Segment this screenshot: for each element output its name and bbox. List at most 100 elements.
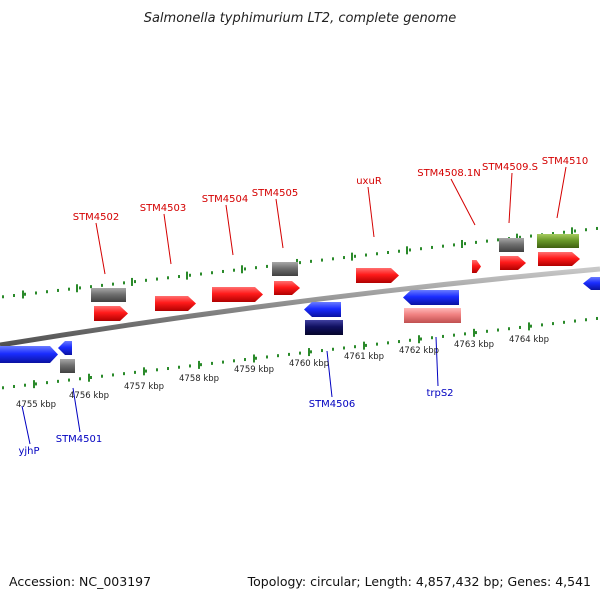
gene-stm4506-blue[interactable] — [304, 302, 341, 317]
minor-tick — [79, 286, 81, 290]
genome-backbone — [0, 266, 600, 348]
gene-stm4508-1n[interactable] — [472, 260, 481, 273]
minor-tick — [442, 334, 444, 338]
minor-tick — [398, 249, 400, 253]
leader-yjhp — [21, 405, 31, 445]
major-tick — [76, 284, 78, 293]
minor-tick — [486, 329, 488, 333]
gene-label-stm4509-s[interactable]: STM4509.S — [482, 162, 538, 173]
minor-tick — [574, 319, 576, 323]
minor-tick — [497, 328, 499, 332]
gene-label-stm4508-1n[interactable]: STM4508.1N — [417, 168, 481, 179]
minor-tick — [508, 327, 510, 331]
gene-stm4501-blue[interactable] — [58, 341, 72, 355]
gene-trps2-pink[interactable] — [404, 308, 461, 323]
minor-tick — [596, 316, 598, 320]
scale-label: 4757 kbp — [124, 382, 164, 392]
minor-tick — [519, 235, 521, 239]
major-tick — [22, 290, 24, 299]
minor-tick — [365, 253, 367, 257]
minor-tick — [464, 332, 466, 336]
major-tick — [33, 380, 35, 389]
gene-trps2-blue[interactable] — [403, 290, 459, 305]
minor-tick — [24, 383, 26, 387]
minor-tick — [2, 386, 4, 390]
gene-stm4502[interactable] — [94, 306, 128, 321]
minor-tick — [46, 381, 48, 385]
major-tick — [516, 233, 518, 242]
gene-stm4510[interactable] — [538, 252, 580, 266]
minor-tick — [409, 248, 411, 252]
minor-tick — [332, 347, 334, 351]
minor-tick — [266, 355, 268, 359]
minor-tick — [596, 226, 598, 230]
gene-label-stm4506[interactable]: STM4506 — [309, 399, 356, 410]
gene-yjhp[interactable] — [0, 346, 58, 363]
gene-stm4502-gray[interactable] — [91, 288, 126, 302]
minor-tick — [354, 254, 356, 258]
major-tick — [143, 367, 145, 376]
minor-tick — [79, 377, 81, 381]
gene-stm4503[interactable] — [155, 296, 196, 311]
scale-labels: 4755 kbp 4756 kbp 4757 kbp 4758 kbp 4759… — [16, 335, 549, 410]
minor-tick — [189, 273, 191, 277]
gene-stm4501-gray[interactable] — [60, 359, 75, 373]
major-tick — [351, 252, 353, 261]
major-tick — [241, 265, 243, 274]
minor-tick — [255, 266, 257, 270]
minor-tick — [431, 245, 433, 249]
gene-label-trps2[interactable]: trpS2 — [426, 388, 453, 399]
gene-edge-blue[interactable] — [583, 277, 600, 290]
leader-stm4503 — [163, 213, 172, 265]
scale-label: 4763 kbp — [454, 340, 494, 350]
minor-tick — [211, 271, 213, 275]
gene-label-stm4501[interactable]: STM4501 — [56, 434, 103, 445]
minor-tick — [189, 364, 191, 368]
minor-tick — [101, 283, 103, 287]
gene-stm4504[interactable] — [212, 287, 263, 302]
minor-tick — [101, 374, 103, 378]
gene-stm4509-gray[interactable] — [499, 238, 524, 252]
gene-label-stm4502[interactable]: STM4502 — [73, 212, 120, 223]
minor-tick — [200, 272, 202, 276]
minor-tick — [343, 256, 345, 260]
gene-label-stm4505[interactable]: STM4505 — [252, 188, 299, 199]
major-tick — [571, 227, 573, 236]
gene-label-uxur[interactable]: uxuR — [356, 176, 382, 187]
major-tick — [253, 354, 255, 363]
gene-label-stm4503[interactable]: STM4503 — [140, 203, 187, 214]
scale-label: 4761 kbp — [344, 352, 384, 362]
minor-tick — [167, 367, 169, 371]
minor-tick — [156, 368, 158, 372]
gene-stm4505-gray[interactable] — [272, 262, 298, 276]
gene-stm4506-navy[interactable] — [305, 320, 343, 335]
gene-stm4505[interactable] — [274, 281, 300, 295]
minor-tick — [255, 356, 257, 360]
minor-tick — [233, 359, 235, 363]
minor-tick — [574, 229, 576, 233]
minor-tick — [123, 372, 125, 376]
gene-label-stm4504[interactable]: STM4504 — [202, 194, 249, 205]
major-tick — [198, 360, 200, 369]
minor-tick — [145, 369, 147, 373]
gene-label-yjhp[interactable]: yjhP — [18, 446, 39, 457]
minor-tick — [90, 376, 92, 379]
minor-tick — [398, 340, 400, 344]
minor-tick — [57, 379, 59, 383]
minor-tick — [376, 342, 378, 346]
major-tick — [131, 277, 133, 286]
minor-tick — [387, 250, 389, 254]
gene-label-stm4510[interactable]: STM4510 — [542, 156, 589, 167]
leader-stm4501 — [72, 387, 81, 433]
minor-tick — [420, 247, 422, 251]
minor-tick — [497, 238, 499, 242]
minor-tick — [321, 349, 323, 353]
scale-label: 4756 kbp — [69, 391, 109, 401]
minor-tick — [123, 281, 125, 285]
gene-stm4510-olive[interactable] — [537, 234, 579, 248]
gene-stm4509-s[interactable] — [500, 256, 526, 270]
scale-label: 4759 kbp — [234, 365, 274, 375]
gene-uxur[interactable] — [356, 268, 399, 283]
minor-tick — [244, 267, 246, 271]
